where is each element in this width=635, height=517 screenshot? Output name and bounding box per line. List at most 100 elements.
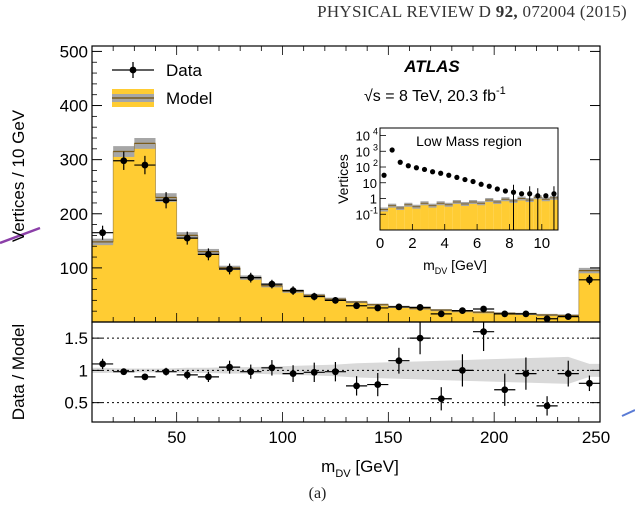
- ratio-point: [310, 368, 318, 376]
- main-y-tick-label: 100: [60, 259, 88, 278]
- ratio-point: [332, 368, 339, 376]
- inset-x-tick-label: 10: [533, 235, 550, 252]
- inset-model-bin: [428, 205, 437, 230]
- data-point: [522, 310, 530, 318]
- data-point: [437, 310, 445, 318]
- main-y-tick-label: 500: [60, 42, 88, 61]
- inset-data-point: [510, 189, 517, 195]
- ratio-point: [120, 368, 128, 376]
- inset-model-bin: [436, 203, 445, 230]
- legend-data-marker: [129, 66, 137, 74]
- inset-y-tick-exponent: 2: [373, 158, 378, 168]
- data-point: [374, 304, 382, 312]
- journal-volume: 92,: [495, 2, 518, 21]
- right-pointer-arrow: [621, 409, 635, 417]
- data-point: [289, 287, 297, 295]
- data-point: [205, 250, 212, 258]
- inset-data-point: [446, 172, 452, 178]
- figure-caption: (a): [308, 485, 327, 502]
- ratio-point: [480, 328, 487, 336]
- data-point: [543, 315, 551, 323]
- data-point: [268, 280, 276, 288]
- x-tick-label: 100: [268, 428, 296, 447]
- inset-data-point: [421, 166, 428, 173]
- inset-model-bin: [388, 205, 397, 230]
- ratio-point: [374, 381, 382, 388]
- inset-model-bin: [485, 200, 494, 230]
- inset-data-point: [535, 193, 541, 199]
- data-point: [480, 305, 487, 313]
- inset-y-tick-exponent: -1: [370, 205, 378, 215]
- inset-y-tick-label: 10: [356, 160, 370, 175]
- inset-data-point: [502, 188, 509, 194]
- inset-model-bin: [469, 201, 478, 230]
- inset-model-bin: [444, 204, 453, 230]
- data-point: [586, 276, 593, 284]
- ratio-point: [268, 364, 276, 372]
- legend-model-label: Model: [166, 89, 212, 108]
- journal-header: PHYSICAL REVIEW D 92, 072004 (2015): [317, 2, 627, 22]
- inset-data-point: [389, 147, 395, 153]
- data-point: [141, 161, 149, 169]
- inset-model-bin: [477, 203, 486, 230]
- inset-data-point: [397, 159, 403, 165]
- inset-data-point: [551, 191, 557, 197]
- main-y-tick-label: 400: [60, 97, 88, 116]
- inset-x-axis-label: mDV [GeV]: [423, 257, 487, 276]
- inset-data-point: [462, 176, 468, 183]
- inset-model-bin: [517, 198, 526, 230]
- x-tick-label: 150: [374, 428, 402, 447]
- inset-data-point: [438, 170, 444, 176]
- data-point: [162, 196, 170, 204]
- inset-data-point: [494, 186, 500, 192]
- article-number: 072004 (2015): [522, 2, 627, 21]
- ratio-uncertainty-band: [92, 356, 600, 384]
- inset-x-tick-label: 8: [505, 235, 513, 252]
- data-point: [353, 302, 360, 310]
- data-point: [247, 274, 255, 282]
- inset-y-tick-label: 10: [356, 144, 370, 159]
- inset-data-point: [486, 183, 492, 189]
- inset-data-point: [454, 174, 460, 180]
- ratio-point: [353, 382, 360, 390]
- inset-frame: [379, 127, 559, 231]
- inset-y-tick-exponent: 3: [373, 142, 378, 152]
- inset-title: Low Mass region: [416, 133, 522, 149]
- inset-y-axis-label: Vertices: [335, 154, 351, 204]
- ratio-point: [247, 368, 255, 376]
- data-point: [501, 310, 509, 318]
- inset-model-bin: [541, 199, 550, 230]
- x-tick-label: 50: [167, 428, 186, 447]
- inset-model-bin: [452, 201, 461, 230]
- inset-model-bin: [412, 206, 421, 230]
- inset-model-bin: [420, 203, 429, 230]
- ratio-panel: 0.5 1 1.5 50 100 150 200 250 Data / Model mDV [Ge…: [9, 321, 610, 480]
- data-point: [99, 229, 106, 237]
- ratio-point: [395, 357, 403, 365]
- inset-data-point: [381, 172, 387, 178]
- ratio-point: [141, 373, 149, 381]
- inset-model-bin: [380, 209, 389, 230]
- ratio-point: [437, 395, 445, 403]
- main-y-axis-label: Vertices / 10 GeV: [9, 109, 28, 242]
- inset-data-point: [518, 191, 525, 197]
- inset-data-point: [527, 191, 533, 197]
- data-point: [226, 265, 233, 273]
- inset-data-point: [429, 169, 436, 175]
- ratio-point: [162, 368, 170, 376]
- data-point: [416, 303, 424, 311]
- inset-data-point: [470, 178, 476, 185]
- x-axis-label: mDV [GeV]: [321, 457, 399, 480]
- ratio-point: [183, 371, 191, 379]
- ratio-point: [522, 370, 530, 378]
- ratio-point: [543, 402, 551, 410]
- ratio-point: [205, 373, 212, 381]
- inset-x-tick-label: 2: [408, 235, 416, 252]
- data-point: [564, 313, 572, 320]
- inset-model-bin: [493, 201, 502, 230]
- atlas-label: ATLAS: [403, 57, 460, 76]
- inset-data-point: [405, 163, 411, 169]
